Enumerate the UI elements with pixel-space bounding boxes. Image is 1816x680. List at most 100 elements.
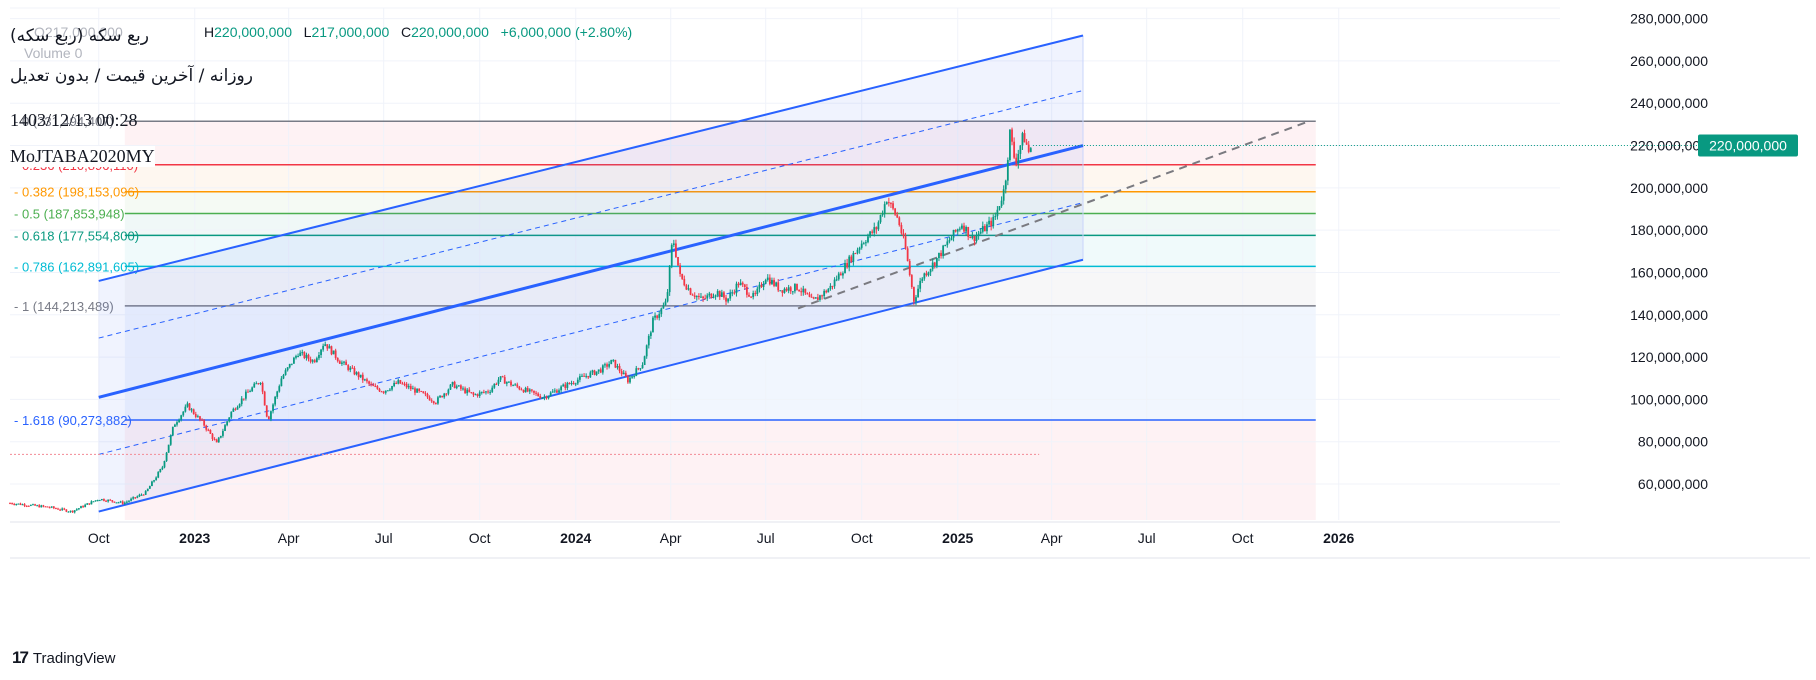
candle-body: [315, 358, 318, 362]
candle-body: [499, 376, 502, 380]
candle-body: [518, 386, 521, 390]
candle-body: [562, 384, 565, 387]
candle-body: [746, 286, 748, 295]
candle-body: [526, 387, 529, 392]
candle-body: [595, 371, 598, 375]
candle-body: [42, 505, 45, 507]
candle-body: [1021, 133, 1024, 146]
candle-body: [128, 500, 130, 502]
x-tick-label: Apr: [1041, 530, 1063, 546]
candle-body: [697, 296, 700, 298]
candle-body: [702, 296, 704, 299]
candle-body: [599, 369, 602, 373]
candle-body: [831, 285, 834, 287]
candle-body: [986, 224, 988, 232]
candle-body: [940, 252, 942, 256]
candle-body: [267, 416, 270, 420]
candle-body: [950, 237, 953, 241]
candle-body: [169, 435, 172, 445]
chart-subtitle: روزانه / آخرین قیمت / بدون تعدیل: [10, 66, 253, 86]
candle-body: [192, 409, 195, 415]
candle-body: [576, 379, 579, 384]
candle-body: [616, 366, 619, 368]
candle-body: [96, 500, 99, 502]
candle-body: [27, 505, 30, 507]
candle-body: [666, 292, 669, 302]
candle-body: [647, 335, 650, 346]
candle-body: [839, 273, 842, 276]
candle-body: [892, 203, 894, 209]
candle-body: [495, 383, 498, 385]
candle-body: [19, 503, 22, 505]
candle-body: [493, 383, 496, 388]
time-axis: Oct 2023 Apr Jul Oct 2024 Apr Jul Oct 2025 Apr Jul O…: [88, 530, 1355, 546]
candle-body: [668, 265, 671, 293]
candle-body: [457, 385, 460, 387]
candle-body: [589, 372, 592, 378]
candle-body: [219, 435, 222, 438]
candle-body: [766, 277, 769, 280]
candle-body: [105, 500, 107, 502]
x-tick-label: 2026: [1323, 530, 1354, 546]
candle-body: [560, 386, 563, 391]
x-tick-label: Jul: [757, 530, 775, 546]
candle-body: [917, 288, 919, 298]
channel-line-middle: [98, 144, 1084, 399]
candle-body: [71, 510, 74, 513]
candle-body: [768, 277, 771, 285]
candle-body: [760, 284, 763, 287]
close-label: C: [400, 24, 412, 40]
candle-body: [608, 364, 611, 367]
candle-body: [109, 499, 112, 501]
regression-channel: [10, 34, 1307, 513]
candle-body: [601, 365, 604, 373]
candle-body: [929, 269, 932, 273]
x-tick-label: Jul: [1138, 530, 1156, 546]
candle-body: [902, 233, 905, 237]
candle-body: [862, 243, 865, 245]
candle-body: [382, 391, 385, 393]
candle-body: [700, 296, 702, 298]
candle-body: [176, 422, 178, 425]
candle-body: [578, 376, 581, 380]
candle-body: [1017, 153, 1020, 164]
candle-body: [332, 350, 335, 355]
candle-body: [34, 504, 36, 506]
candle-body: [856, 249, 859, 254]
candle-body: [284, 370, 287, 376]
candle-body: [426, 394, 429, 398]
candle-body: [658, 314, 661, 318]
candle-body: [919, 280, 922, 289]
candle-body: [988, 220, 990, 225]
candle-body: [777, 282, 780, 291]
candle-series: [9, 127, 1032, 514]
candle-body: [244, 391, 247, 399]
candle-body: [470, 392, 473, 394]
candle-body: [178, 419, 180, 423]
candle-body: [480, 391, 483, 393]
candle-body: [472, 392, 475, 395]
candle-body: [925, 273, 928, 276]
candle-body: [587, 375, 590, 378]
candle-body: [372, 384, 375, 387]
candle-body: [604, 364, 606, 366]
candle-body: [77, 508, 80, 510]
candle-body: [424, 393, 427, 395]
candle-body: [973, 236, 976, 242]
candle-body: [1015, 157, 1018, 164]
candle-body: [113, 501, 116, 503]
candle-body: [723, 292, 725, 298]
candle-body: [1011, 129, 1013, 142]
candle-body: [549, 392, 552, 396]
fib-label: - 0.382 (198,153,096): [14, 185, 139, 200]
candle-body: [864, 242, 867, 244]
candle-body: [854, 253, 857, 255]
candle-body: [591, 370, 594, 373]
candle-body: [574, 383, 577, 385]
candle-body: [545, 396, 548, 399]
candle-body: [46, 506, 49, 508]
candle-body: [453, 381, 456, 389]
tradingview-brand[interactable]: 17 TradingView: [12, 648, 115, 668]
candle-body: [9, 503, 11, 505]
